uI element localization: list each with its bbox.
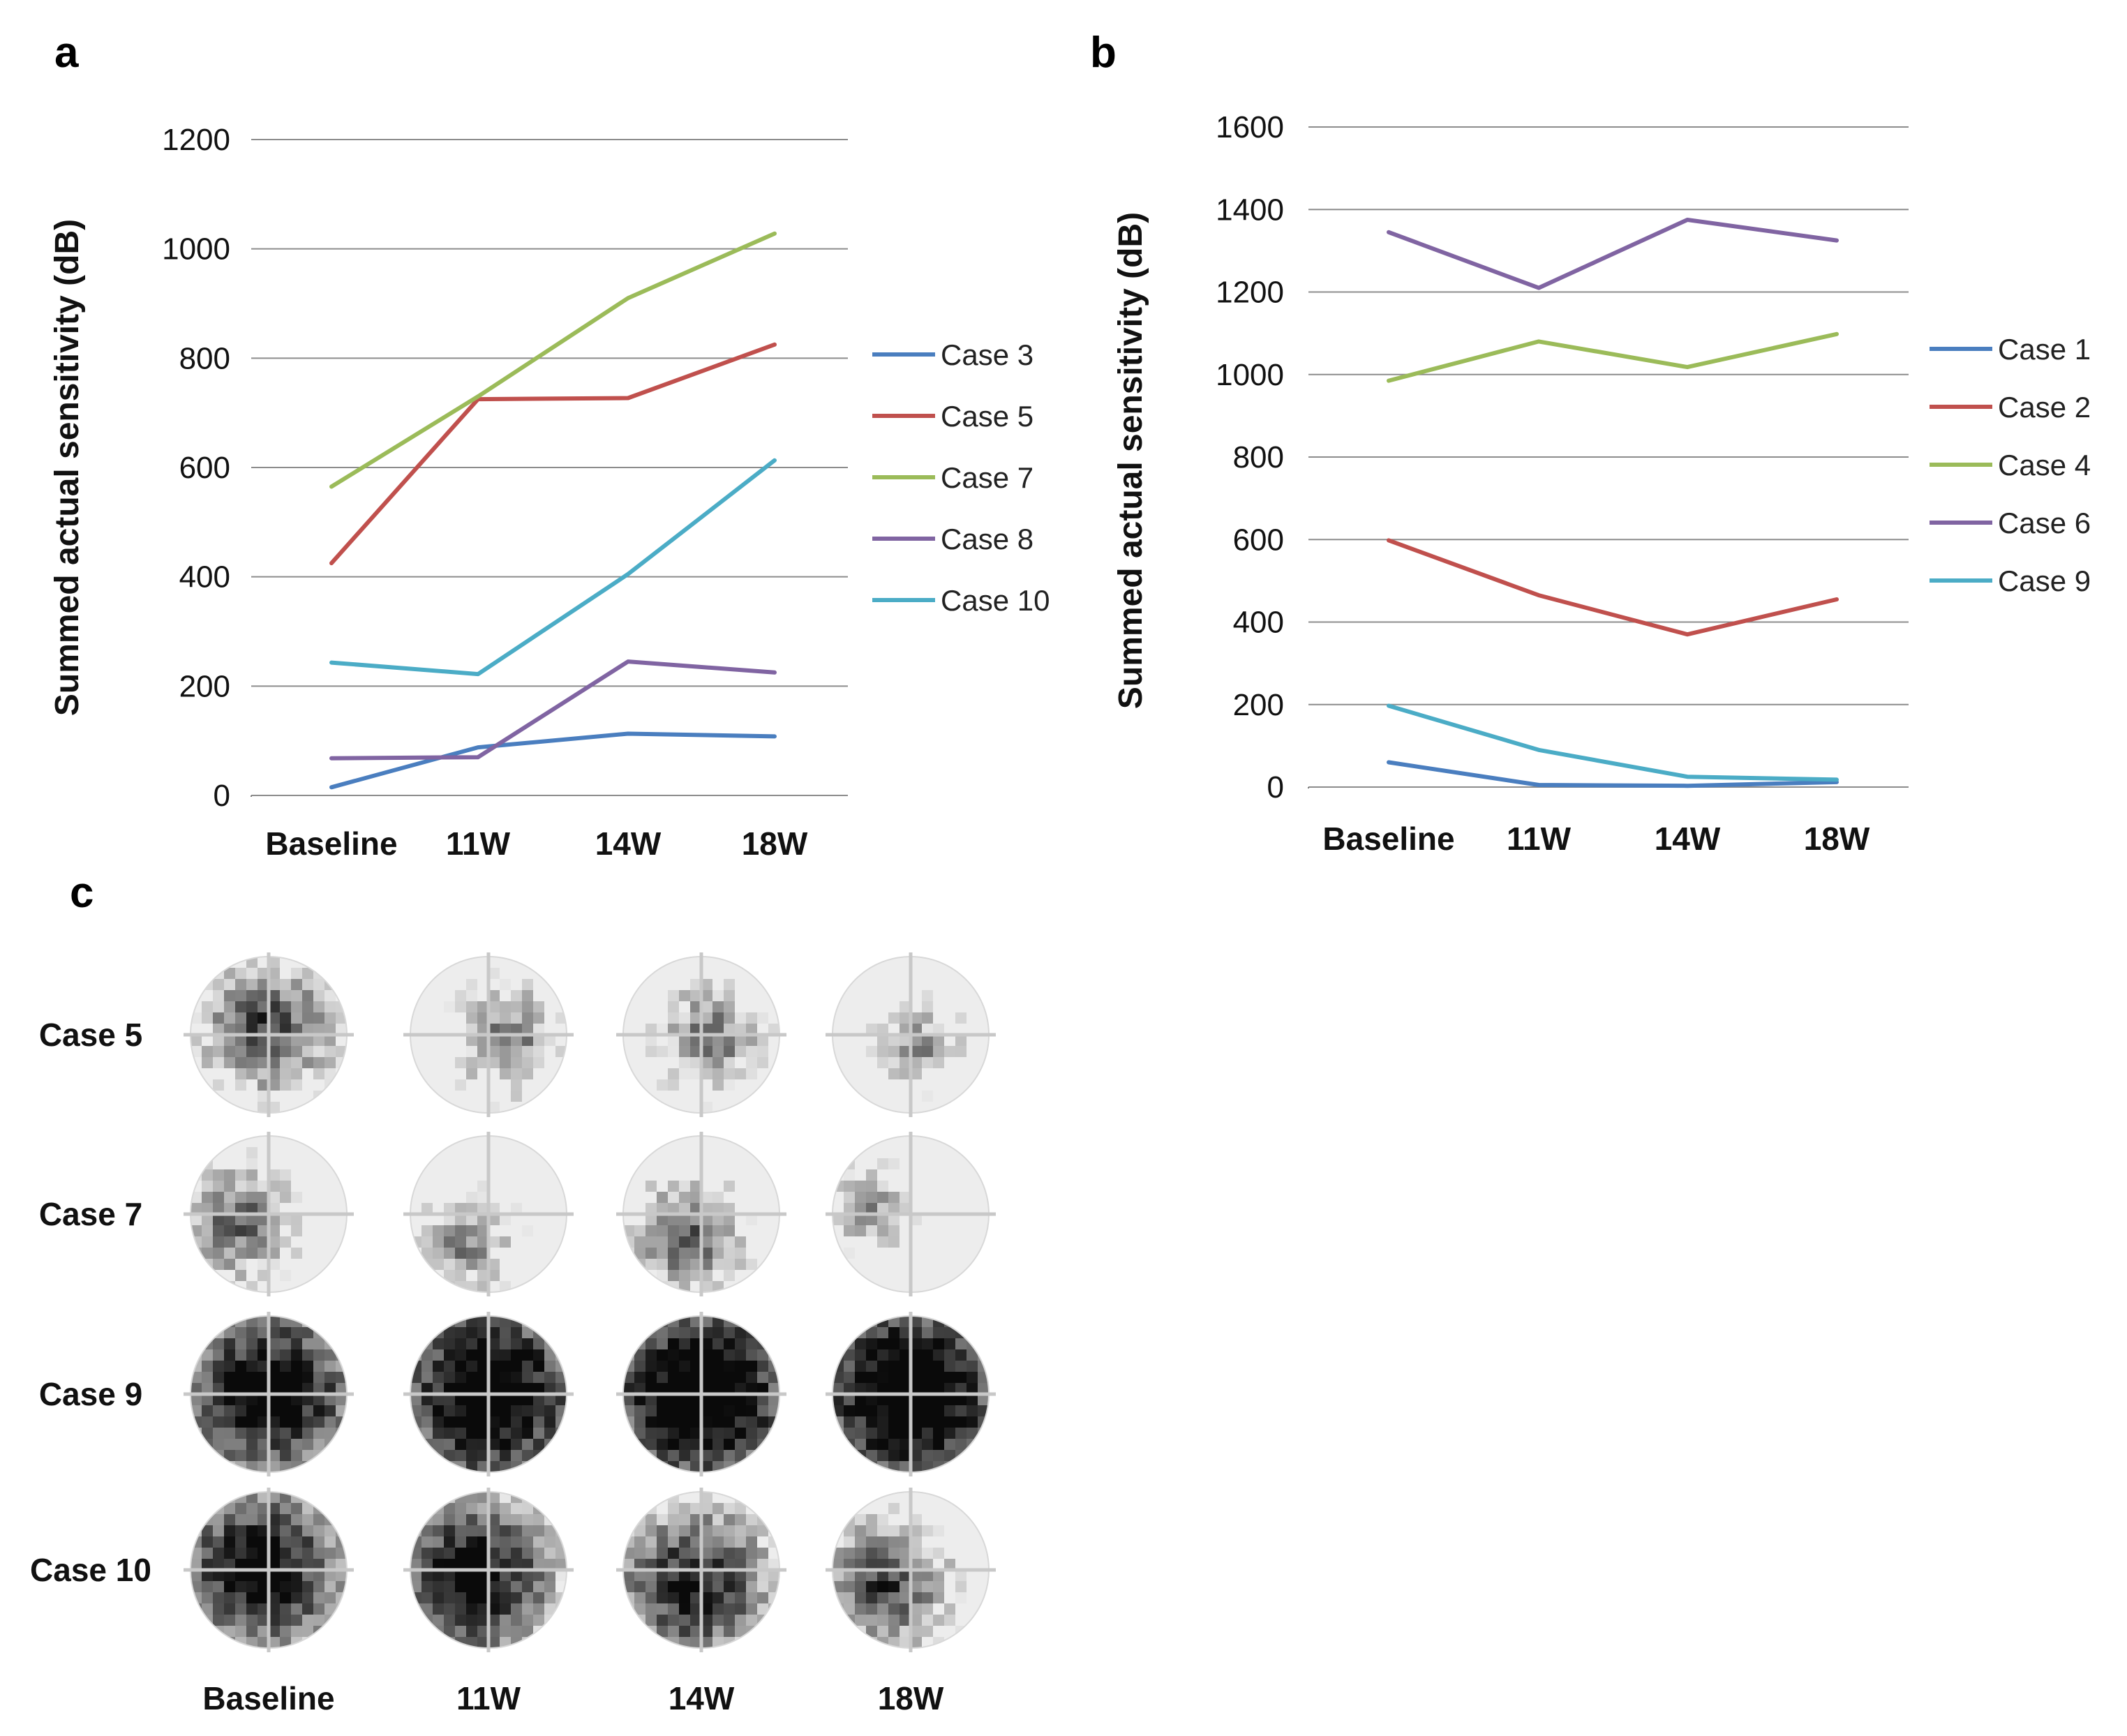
column-label: 14W	[669, 1680, 735, 1716]
series-line-case-6	[1387, 218, 1839, 290]
y-tick-label: 600	[1233, 523, 1284, 557]
y-tick-label: 1600	[1216, 110, 1284, 144]
row-label: Case 9	[39, 1376, 142, 1412]
y-tick-label: 200	[179, 669, 230, 703]
y-tick-label: 400	[1233, 606, 1284, 640]
column-label: Baseline	[202, 1680, 334, 1716]
x-tick-label: 14W	[595, 825, 662, 862]
y-tick-label: 800	[179, 341, 230, 375]
panel-a-chart: a 0 200 400 600 800 1000 1200 Baseline 11W 14W 18…	[49, 29, 1050, 862]
visual-field-map	[833, 1492, 989, 1648]
legend-entry: Case 1	[1998, 333, 2091, 366]
y-tick-label: 400	[179, 560, 230, 594]
x-tick-label: 11W	[1507, 821, 1572, 857]
row-label: Case 10	[30, 1552, 151, 1588]
series-line-case-4	[1387, 331, 1839, 383]
series-line-case-9	[1387, 703, 1839, 782]
x-tick-label: 18W	[1804, 821, 1870, 857]
series-line-case-10	[329, 458, 777, 677]
column-label: 11W	[456, 1680, 521, 1716]
y-axis-label: Summed actual sensitivity (dB)	[49, 219, 86, 716]
row-label: Case 7	[39, 1196, 142, 1232]
y-tick-label: 600	[179, 451, 230, 485]
panel-label-a: a	[54, 29, 79, 77]
x-tick-label: 11W	[446, 825, 511, 862]
y-tick-label: 200	[1233, 688, 1284, 722]
legend-entry: Case 6	[1998, 507, 2091, 539]
legend-entry: Case 4	[1998, 449, 2091, 481]
y-tick-label: 1400	[1216, 193, 1284, 227]
legend-entry: Case 9	[1998, 564, 2091, 597]
panel-b-chart: b 0 200 400 600 800 1000 1200 1400 1600 Baseline…	[1090, 29, 2091, 857]
y-tick-label: 800	[1233, 440, 1284, 474]
series-line-case-5	[329, 342, 777, 566]
legend-entry: Case 2	[1998, 391, 2091, 424]
x-tick-label: 18W	[742, 825, 808, 862]
y-tick-label: 1000	[1216, 358, 1284, 392]
series-line-case-3	[329, 731, 777, 790]
y-axis-label: Summed actual sensitivity (dB)	[1112, 212, 1149, 709]
legend-entry: Case 7	[941, 461, 1033, 494]
panel-label-b: b	[1090, 29, 1117, 77]
y-tick-label: 1200	[1216, 276, 1284, 310]
x-tick-label: Baseline	[1322, 821, 1454, 857]
panel-label-c: c	[70, 869, 94, 917]
series-line-case-1	[1387, 760, 1839, 788]
column-label: 18W	[878, 1680, 944, 1716]
y-tick-label: 1200	[162, 123, 230, 157]
y-tick-label: 0	[1267, 770, 1284, 805]
series-line-case-2	[1387, 538, 1839, 637]
legend-entry: Case 5	[941, 400, 1033, 433]
legend-entry: Case 10	[941, 584, 1050, 617]
y-tick-label: 0	[214, 779, 230, 813]
row-label: Case 5	[39, 1017, 142, 1053]
series-line-case-7	[329, 231, 777, 489]
legend-entry: Case 3	[941, 338, 1033, 371]
series-line-case-8	[329, 659, 777, 761]
x-tick-label: 14W	[1655, 821, 1721, 857]
panel-c-visual-field-maps: c Case 5 Case 7 Case 9 Case 10 Baseline 11W 1…	[30, 869, 996, 1716]
x-tick-label: Baseline	[265, 825, 397, 862]
legend-entry: Case 8	[941, 523, 1033, 555]
y-tick-label: 1000	[162, 232, 230, 267]
